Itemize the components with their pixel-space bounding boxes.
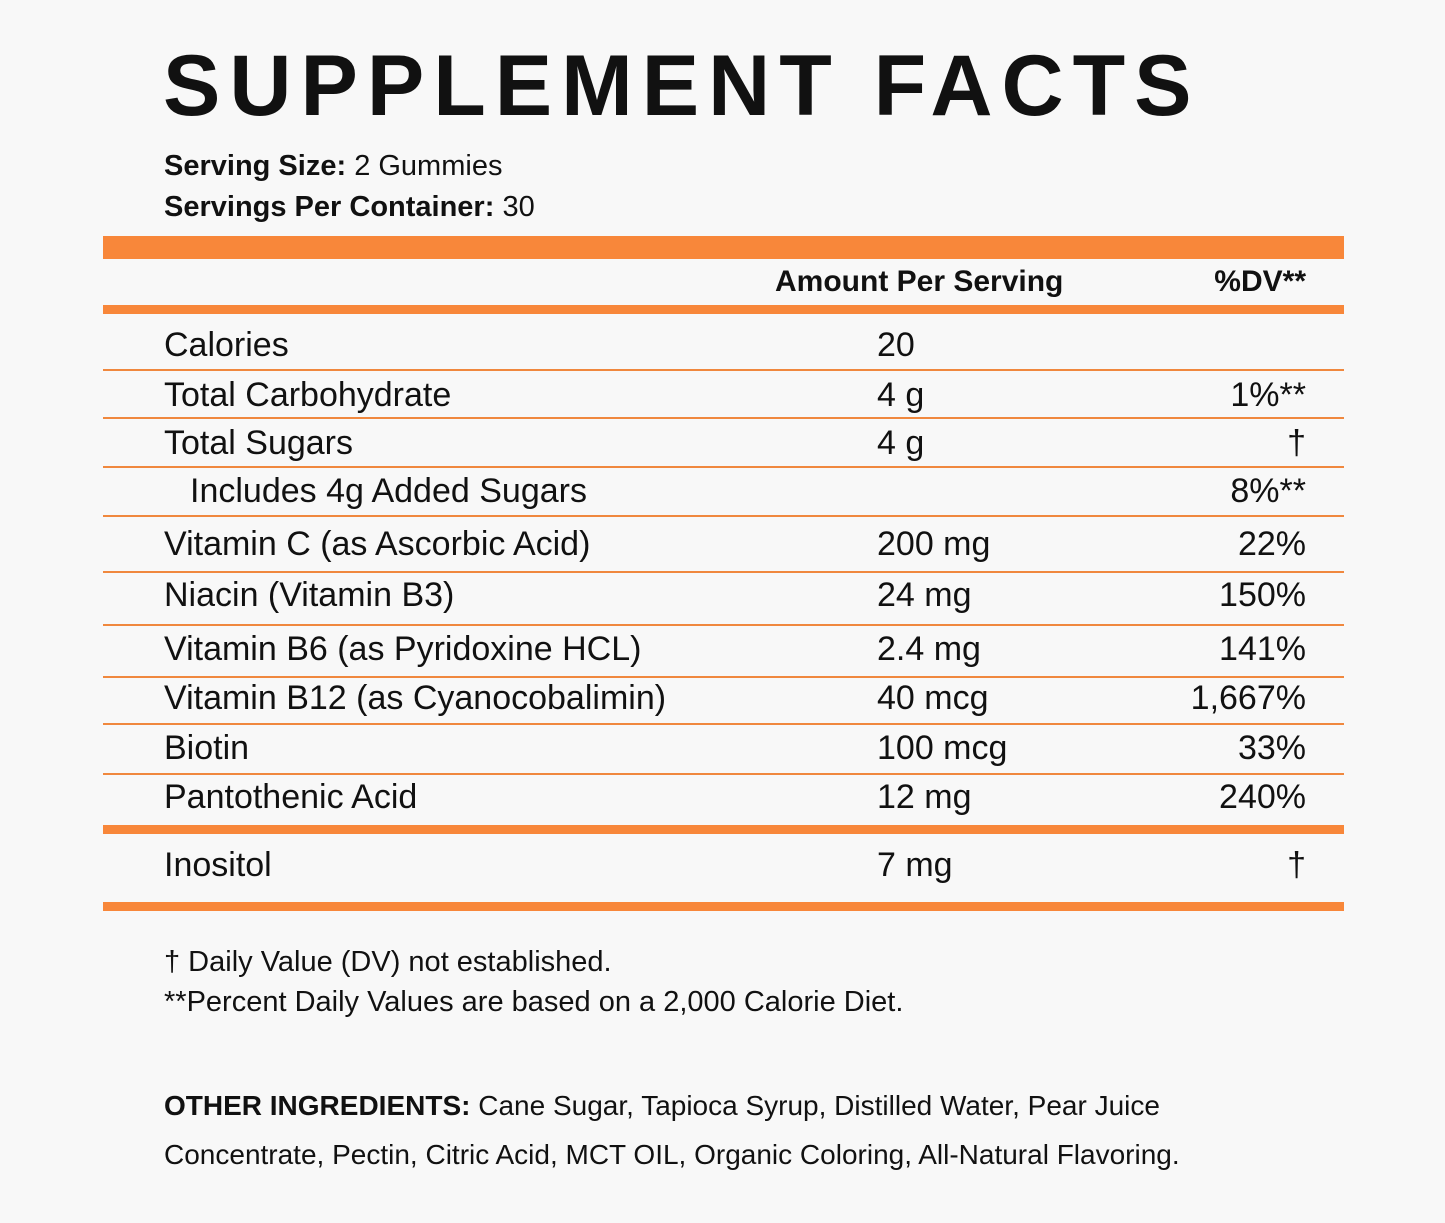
nutrient-amount: 20 (877, 326, 915, 364)
nutrient-dv: 240% (1219, 778, 1306, 816)
footnote-dagger: † Daily Value (DV) not established. (164, 946, 612, 978)
header-amount: Amount Per Serving (775, 265, 1064, 298)
nutrient-name: Biotin (164, 729, 250, 767)
nutrient-name: Niacin (Vitamin B3) (164, 576, 455, 614)
other-ingredients-label: OTHER INGREDIENTS: (164, 1090, 471, 1121)
servings-label: Servings Per Container: (164, 191, 495, 223)
nutrient-name: Calories (164, 326, 289, 364)
nutrient-name: Pantothenic Acid (164, 778, 418, 816)
nutrient-amount: 200 mg (877, 525, 991, 563)
nutrient-name: Inositol (164, 846, 272, 884)
row-divider (103, 515, 1344, 517)
nutrient-amount: 40 mcg (877, 679, 989, 717)
other-ingredients: OTHER INGREDIENTS: Cane Sugar, Tapioca S… (164, 1081, 1314, 1179)
nutrient-name: Vitamin B6 (as Pyridoxine HCL) (164, 630, 642, 668)
nutrient-dv: 1%** (1230, 376, 1306, 414)
nutrient-dv: 33% (1237, 729, 1306, 767)
row-divider (103, 417, 1344, 419)
nutrient-name: Vitamin B12 (as Cyanocobalimin) (164, 679, 667, 717)
row-divider (103, 723, 1344, 725)
row-divider (103, 676, 1344, 678)
header-dv: %DV** (1214, 265, 1306, 298)
table-row: Includes 4g Added Sugars 8%** (164, 471, 1306, 511)
row-divider (103, 369, 1344, 371)
table-row: Vitamin B6 (as Pyridoxine HCL) 2.4 mg 141% (164, 629, 1306, 669)
nutrient-amount: 2.4 mg (877, 630, 981, 668)
nutrient-amount: 12 mg (877, 778, 972, 816)
nutrient-amount: 4 g (877, 424, 925, 462)
divider-band (103, 825, 1344, 834)
nutrient-dv: 150% (1219, 576, 1306, 614)
other-ingredients-value: Cane Sugar, Tapioca Syrup, Distilled Wat… (164, 1090, 1180, 1170)
nutrient-amount: 100 mcg (877, 729, 1008, 767)
divider-band (103, 236, 1344, 259)
serving-size-label: Serving Size: (164, 150, 347, 182)
row-divider (103, 466, 1344, 468)
nutrient-dv: 8%** (1230, 472, 1306, 510)
nutrient-dv: 1,667% (1190, 679, 1306, 717)
row-divider (103, 624, 1344, 626)
servings-value: 30 (502, 191, 535, 223)
nutrient-name: Vitamin C (as Ascorbic Acid) (164, 525, 591, 563)
nutrient-amount: 7 mg (877, 846, 953, 884)
table-row: Pantothenic Acid 12 mg 240% (164, 777, 1306, 817)
table-row: Inositol 7 mg † (164, 845, 1306, 885)
row-divider (103, 773, 1344, 775)
row-divider (103, 571, 1344, 573)
divider-band (103, 305, 1344, 314)
nutrient-dv: 22% (1237, 525, 1306, 563)
table-row: Total Sugars 4 g † (164, 423, 1306, 463)
table-row: Vitamin B12 (as Cyanocobalimin) 40 mcg 1,6… (164, 678, 1306, 718)
table-row: Niacin (Vitamin B3) 24 mg 150% (164, 575, 1306, 615)
nutrient-amount: 24 mg (877, 576, 972, 614)
nutrient-name: Total Carbohydrate (164, 376, 452, 414)
serving-size: Serving Size: 2 Gummies (164, 149, 502, 183)
nutrient-amount: 4 g (877, 376, 925, 414)
table-row: Calories 20 (164, 325, 1306, 365)
table-row: Vitamin C (as Ascorbic Acid) 200 mg 22% (164, 524, 1306, 564)
servings-per-container: Servings Per Container: 30 (164, 190, 535, 224)
nutrient-name: Includes 4g Added Sugars (190, 472, 587, 510)
footnote-percent: **Percent Daily Values are based on a 2,… (164, 986, 904, 1018)
divider-band (103, 902, 1344, 911)
page-title: SUPPLEMENT FACTS (163, 38, 1201, 134)
table-row: Biotin 100 mcg 33% (164, 728, 1306, 768)
nutrient-dv: † (1287, 846, 1306, 884)
table-row: Total Carbohydrate 4 g 1%** (164, 375, 1306, 415)
nutrient-dv: † (1287, 424, 1306, 462)
serving-size-value: 2 Gummies (354, 150, 503, 182)
nutrient-dv: 141% (1219, 630, 1306, 668)
nutrient-name: Total Sugars (164, 424, 353, 462)
